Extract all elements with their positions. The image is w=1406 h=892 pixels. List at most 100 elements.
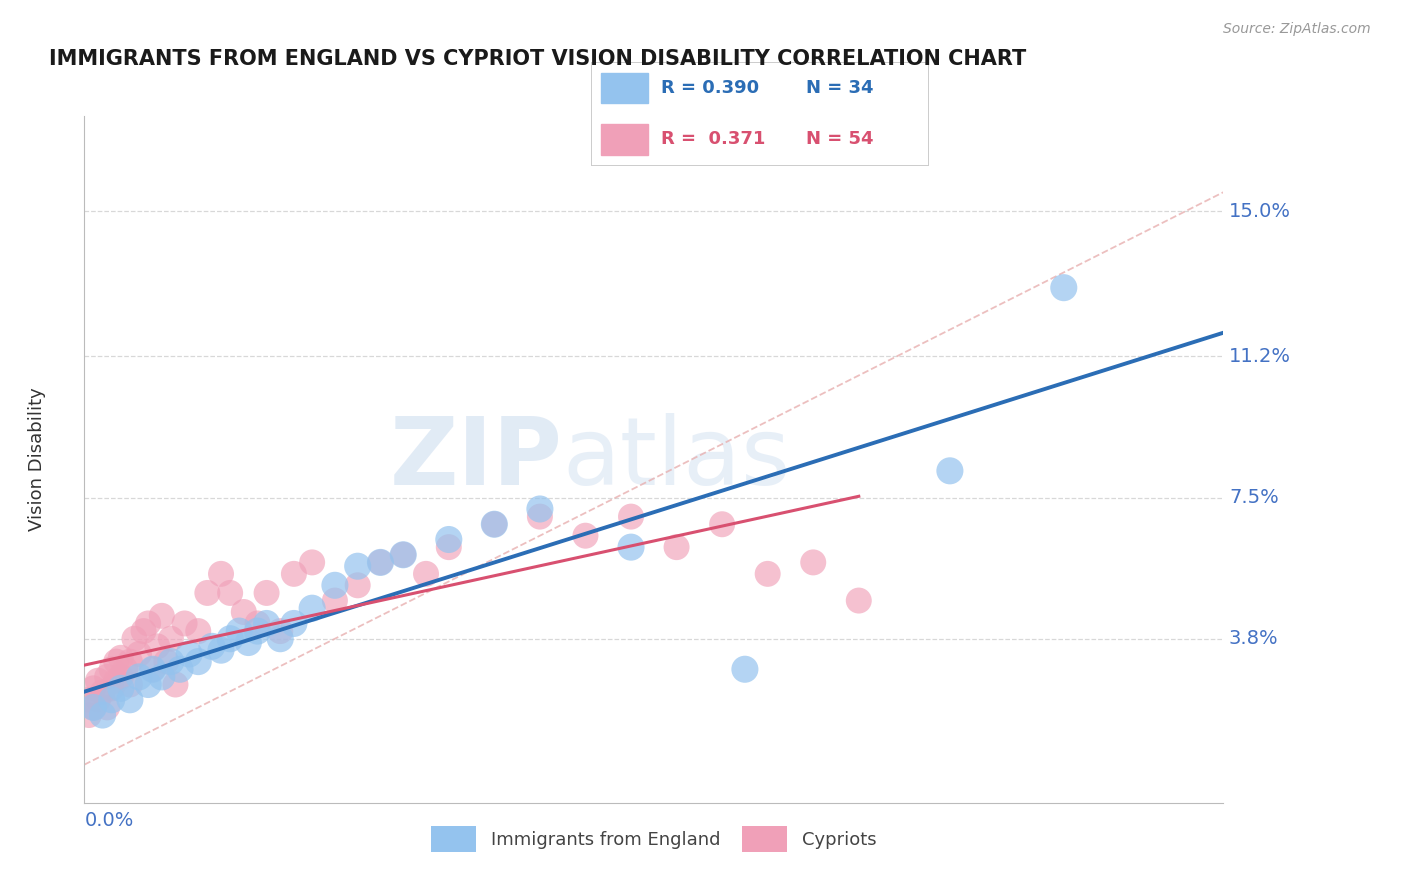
Point bbox=[256, 586, 278, 600]
Point bbox=[136, 677, 159, 691]
Point bbox=[209, 566, 232, 581]
Point bbox=[142, 662, 165, 676]
Point bbox=[301, 555, 323, 570]
Point bbox=[209, 643, 232, 657]
Point bbox=[179, 647, 201, 661]
Point bbox=[269, 632, 291, 646]
Point bbox=[173, 616, 195, 631]
Point bbox=[392, 548, 415, 562]
Point bbox=[620, 509, 643, 524]
Point bbox=[96, 700, 118, 714]
Point bbox=[848, 593, 870, 607]
Point bbox=[118, 655, 141, 669]
Text: 15.0%: 15.0% bbox=[1229, 202, 1291, 221]
Point bbox=[620, 540, 643, 554]
Point bbox=[484, 517, 506, 532]
Point bbox=[246, 616, 269, 631]
Point bbox=[142, 662, 165, 676]
Point bbox=[484, 517, 506, 532]
Point bbox=[346, 578, 368, 592]
Point bbox=[219, 632, 242, 646]
Point bbox=[91, 685, 114, 699]
Point bbox=[246, 624, 269, 639]
Point bbox=[160, 632, 183, 646]
Point bbox=[187, 655, 209, 669]
Point bbox=[574, 529, 596, 543]
Point bbox=[269, 624, 291, 639]
Point bbox=[77, 708, 100, 723]
Point bbox=[100, 692, 122, 706]
Point bbox=[136, 616, 159, 631]
Point bbox=[256, 616, 278, 631]
Point bbox=[711, 517, 734, 532]
Legend: Immigrants from England, Cypriots: Immigrants from England, Cypriots bbox=[425, 819, 883, 859]
Point bbox=[105, 655, 128, 669]
Point bbox=[437, 540, 460, 554]
Point bbox=[187, 624, 209, 639]
Point bbox=[118, 677, 141, 691]
Point bbox=[155, 655, 177, 669]
Text: R =  0.371: R = 0.371 bbox=[661, 130, 766, 148]
Text: N = 34: N = 34 bbox=[807, 79, 875, 97]
Point bbox=[82, 700, 104, 714]
Point bbox=[1053, 280, 1076, 294]
Point bbox=[150, 608, 173, 623]
Text: Source: ZipAtlas.com: Source: ZipAtlas.com bbox=[1223, 22, 1371, 37]
Text: 7.5%: 7.5% bbox=[1229, 488, 1278, 507]
Point bbox=[323, 578, 346, 592]
Point bbox=[110, 670, 132, 684]
Point bbox=[437, 533, 460, 547]
Point bbox=[82, 681, 104, 696]
Point bbox=[91, 708, 114, 723]
Point bbox=[100, 681, 122, 696]
Point bbox=[96, 670, 118, 684]
Point bbox=[734, 662, 756, 676]
Point bbox=[165, 677, 187, 691]
Point bbox=[238, 635, 260, 649]
Text: R = 0.390: R = 0.390 bbox=[661, 79, 759, 97]
Point bbox=[323, 593, 346, 607]
Text: 0.0%: 0.0% bbox=[84, 811, 134, 830]
Point bbox=[77, 692, 100, 706]
Point bbox=[87, 692, 110, 706]
Point bbox=[346, 559, 368, 574]
Point bbox=[118, 692, 141, 706]
Point bbox=[801, 555, 824, 570]
Point bbox=[132, 624, 155, 639]
Text: atlas: atlas bbox=[562, 413, 792, 506]
Text: 3.8%: 3.8% bbox=[1229, 629, 1278, 648]
Point bbox=[529, 502, 551, 516]
Point bbox=[146, 640, 169, 654]
Point bbox=[370, 555, 392, 570]
Text: IMMIGRANTS FROM ENGLAND VS CYPRIOT VISION DISABILITY CORRELATION CHART: IMMIGRANTS FROM ENGLAND VS CYPRIOT VISIO… bbox=[49, 49, 1026, 69]
Point bbox=[201, 640, 224, 654]
Point bbox=[283, 616, 305, 631]
Point bbox=[392, 548, 415, 562]
Point bbox=[283, 566, 305, 581]
Point bbox=[105, 673, 128, 688]
Point bbox=[219, 586, 242, 600]
Point bbox=[150, 670, 173, 684]
Point bbox=[232, 605, 254, 619]
Point bbox=[124, 632, 146, 646]
Text: Vision Disability: Vision Disability bbox=[28, 387, 45, 532]
Point bbox=[370, 555, 392, 570]
Point bbox=[756, 566, 779, 581]
Bar bbox=[600, 73, 648, 103]
Point bbox=[665, 540, 688, 554]
Point bbox=[128, 647, 150, 661]
Point bbox=[110, 681, 132, 696]
Point bbox=[82, 700, 104, 714]
Point bbox=[301, 601, 323, 615]
Point bbox=[529, 509, 551, 524]
Point bbox=[110, 650, 132, 665]
Point bbox=[87, 673, 110, 688]
Point bbox=[939, 464, 962, 478]
Point bbox=[195, 586, 218, 600]
Text: ZIP: ZIP bbox=[389, 413, 562, 506]
Point bbox=[415, 566, 437, 581]
Point bbox=[169, 662, 191, 676]
Point bbox=[100, 662, 122, 676]
Point bbox=[114, 662, 136, 676]
Point bbox=[128, 670, 150, 684]
